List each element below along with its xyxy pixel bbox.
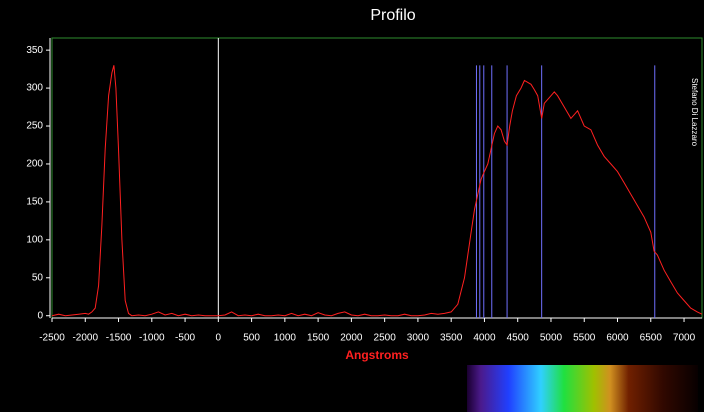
x-tick-label: -2000	[72, 333, 98, 344]
x-tick-label: 5000	[540, 333, 563, 344]
x-tick-label: 5500	[573, 333, 596, 344]
x-tick-label: -500	[175, 333, 195, 344]
x-tick-label: 1000	[274, 333, 297, 344]
x-tick-label: 2000	[340, 333, 363, 344]
y-tick-label: 250	[26, 121, 43, 132]
x-tick-label: 3000	[407, 333, 430, 344]
x-tick-label: 6000	[606, 333, 629, 344]
data-line	[51, 65, 703, 317]
x-tick-label: 6500	[640, 333, 663, 344]
y-tick-label: 300	[26, 83, 43, 94]
y-tick-label: 150	[26, 197, 43, 208]
x-tick-label: 1500	[307, 333, 330, 344]
x-tick-label: 7000	[673, 333, 696, 344]
y-tick-label: 50	[32, 272, 44, 283]
y-tick-label: 100	[26, 234, 43, 245]
x-tick-label: -2500	[39, 333, 65, 344]
x-tick-label: 4000	[473, 333, 496, 344]
x-tick-label: 4500	[507, 333, 530, 344]
x-tick-label: -1500	[106, 333, 132, 344]
x-tick-label: 0	[216, 333, 222, 344]
x-tick-label: 2500	[374, 333, 397, 344]
x-tick-label: 3500	[440, 333, 463, 344]
x-tick-label: -1000	[139, 333, 165, 344]
chart-title: Profilo	[370, 7, 415, 24]
annotation: Stefano Di Lazzaro	[690, 78, 699, 147]
x-axis-label: Angstroms	[345, 348, 409, 362]
spectrum-image	[467, 365, 698, 412]
y-tick-label: 350	[26, 45, 43, 56]
y-tick-label: 200	[26, 159, 43, 170]
x-tick-label: 500	[243, 333, 260, 344]
y-tick-label: 0	[37, 310, 43, 321]
